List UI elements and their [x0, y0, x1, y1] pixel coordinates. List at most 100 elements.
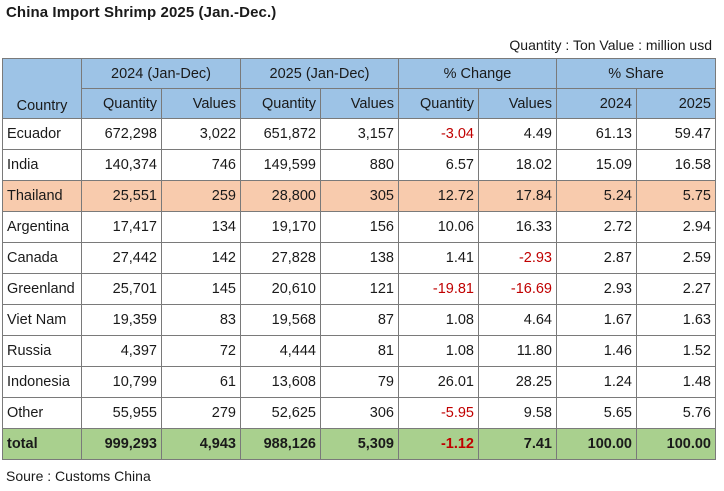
table-cell: 100.00	[556, 428, 637, 460]
table-row: Indonesia 10,799 61 13,608 79 26.01 28.2…	[2, 366, 716, 398]
table-cell: 1.63	[636, 304, 716, 336]
table-cell: 4,444	[240, 335, 321, 367]
table-cell: 4.49	[478, 118, 557, 150]
table-cell: -3.04	[398, 118, 479, 150]
table-cell: 3,022	[161, 118, 241, 150]
table-cell: 9.58	[478, 397, 557, 429]
table-cell: 19,359	[81, 304, 162, 336]
table-cell: 2.27	[636, 273, 716, 305]
country-cell: Viet Nam	[2, 304, 82, 336]
table-cell: 259	[161, 180, 241, 212]
table-cell: 1.41	[398, 242, 479, 274]
table-cell: 145	[161, 273, 241, 305]
table-cell: -1.12	[398, 428, 479, 460]
table-cell: 140,374	[81, 149, 162, 181]
table-cell: 1.52	[636, 335, 716, 367]
units-note: Quantity : Ton Value : million usd	[509, 37, 712, 53]
table-cell: -5.95	[398, 397, 479, 429]
table-cell: 26.01	[398, 366, 479, 398]
table-cell: 52,625	[240, 397, 321, 429]
table-row: Other 55,955 279 52,625 306 -5.95 9.58 5…	[2, 397, 716, 429]
sub-header: Quantity	[240, 88, 321, 119]
group-header-change: % Change	[398, 58, 557, 89]
country-cell: Canada	[2, 242, 82, 274]
table-cell: 4,943	[161, 428, 241, 460]
table-cell: 306	[320, 397, 399, 429]
table-cell: 988,126	[240, 428, 321, 460]
table-cell: 7.41	[478, 428, 557, 460]
table-cell: 2.72	[556, 211, 637, 243]
table-cell: 5.24	[556, 180, 637, 212]
table-cell: 18.02	[478, 149, 557, 181]
table-cell: 1.08	[398, 304, 479, 336]
table-cell: 4,397	[81, 335, 162, 367]
table-cell: 156	[320, 211, 399, 243]
table-cell: 79	[320, 366, 399, 398]
table-cell: 10.06	[398, 211, 479, 243]
country-cell: Other	[2, 397, 82, 429]
country-cell: total	[2, 428, 82, 460]
table-cell: 2.93	[556, 273, 637, 305]
table-row: Viet Nam 19,359 83 19,568 87 1.08 4.64 1…	[2, 304, 716, 336]
table-cell: 87	[320, 304, 399, 336]
table-cell: 746	[161, 149, 241, 181]
country-cell: Ecuador	[2, 118, 82, 150]
table-row: Greenland 25,701 145 20,610 121 -19.81 -…	[2, 273, 716, 305]
table-cell: -2.93	[478, 242, 557, 274]
table-row-total: total 999,293 4,943 988,126 5,309 -1.12 …	[2, 428, 716, 460]
table-cell: 13,608	[240, 366, 321, 398]
table-cell: 12.72	[398, 180, 479, 212]
table-cell: 100.00	[636, 428, 716, 460]
table-cell: 25,701	[81, 273, 162, 305]
sub-header: Quantity	[398, 88, 479, 119]
country-header: Country	[2, 58, 82, 119]
country-cell: India	[2, 149, 82, 181]
table-cell: 61	[161, 366, 241, 398]
source-note: Soure : Customs China	[6, 468, 151, 484]
table-cell: 880	[320, 149, 399, 181]
country-cell: Greenland	[2, 273, 82, 305]
table-cell: 5.76	[636, 397, 716, 429]
table-cell: 19,568	[240, 304, 321, 336]
table-cell: -19.81	[398, 273, 479, 305]
table-row: India 140,374 746 149,599 880 6.57 18.02…	[2, 149, 716, 181]
table-row: Russia 4,397 72 4,444 81 1.08 11.80 1.46…	[2, 335, 716, 367]
table-cell: 25,551	[81, 180, 162, 212]
table-cell: 999,293	[81, 428, 162, 460]
table-cell: 5.75	[636, 180, 716, 212]
table-cell: 11.80	[478, 335, 557, 367]
table-cell: 6.57	[398, 149, 479, 181]
table-cell: 17.84	[478, 180, 557, 212]
table-cell: 142	[161, 242, 241, 274]
table-cell: 83	[161, 304, 241, 336]
sub-header: 2024	[556, 88, 637, 119]
table-cell: 16.33	[478, 211, 557, 243]
sub-header: Values	[478, 88, 557, 119]
table-cell: 55,955	[81, 397, 162, 429]
table-cell: 5,309	[320, 428, 399, 460]
table-cell: 28.25	[478, 366, 557, 398]
table-cell: 1.24	[556, 366, 637, 398]
table-cell: 27,442	[81, 242, 162, 274]
table-cell: 134	[161, 211, 241, 243]
table-cell: 138	[320, 242, 399, 274]
table-row-highlighted: Thailand 25,551 259 28,800 305 12.72 17.…	[2, 180, 716, 212]
table-cell: 279	[161, 397, 241, 429]
group-header-share: % Share	[556, 58, 716, 89]
page-title: China Import Shrimp 2025 (Jan.-Dec.)	[6, 4, 277, 21]
table-cell: 2.87	[556, 242, 637, 274]
sub-header: Values	[161, 88, 241, 119]
table-cell: 28,800	[240, 180, 321, 212]
table-cell: 149,599	[240, 149, 321, 181]
table-cell: 61.13	[556, 118, 637, 150]
table-cell: 1.46	[556, 335, 637, 367]
table-cell: -16.69	[478, 273, 557, 305]
table-cell: 81	[320, 335, 399, 367]
group-header-2024: 2024 (Jan-Dec)	[81, 58, 241, 89]
table-cell: 19,170	[240, 211, 321, 243]
country-cell: Thailand	[2, 180, 82, 212]
table-cell: 15.09	[556, 149, 637, 181]
table-cell: 3,157	[320, 118, 399, 150]
table-cell: 59.47	[636, 118, 716, 150]
table-cell: 651,872	[240, 118, 321, 150]
